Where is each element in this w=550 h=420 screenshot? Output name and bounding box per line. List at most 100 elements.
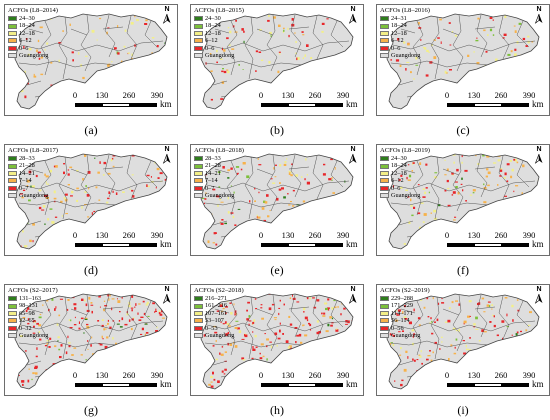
scale-tick-label: 130 xyxy=(467,90,481,100)
legend-item-base: Guangdong xyxy=(194,192,244,199)
legend: ACFOs (L8–2015) 24–30 18–24 12–18 6–12 0–6 Gua… xyxy=(194,7,244,59)
legend-item: 107–161 xyxy=(194,310,244,317)
scale-tick-label: 390 xyxy=(150,370,164,380)
county-boundaries xyxy=(204,154,350,238)
legend-swatch xyxy=(8,45,17,51)
legend-swatch xyxy=(8,170,17,176)
legend-item: 114–171 xyxy=(380,310,430,317)
legend-label: 32–65 xyxy=(19,317,35,325)
legend-label: 0–6 xyxy=(205,44,215,52)
legend-item: 7–14 xyxy=(194,177,244,184)
north-arrow-icon: N xyxy=(347,286,359,304)
guangdong-region xyxy=(201,154,353,249)
legend-label: 56–114 xyxy=(391,317,410,325)
map-panel-i: ACFOs (S2–2019) 229–288 171–229 114–171 56–1… xyxy=(376,284,550,396)
legend-label: 12–18 xyxy=(391,169,407,177)
legend-swatch xyxy=(380,45,389,51)
legend-title: ACFOs (L8–2019) xyxy=(380,147,431,154)
legend-label: 21–28 xyxy=(19,162,35,170)
guangdong-map xyxy=(14,293,168,390)
scale-tick-label: 130 xyxy=(281,230,295,240)
legend-label: 216–271 xyxy=(205,294,228,302)
legend-item: 18–24 xyxy=(380,162,430,169)
legend-label: Guangdong xyxy=(391,331,421,339)
legend-label: Guangdong xyxy=(205,51,235,59)
legend-item: 65–98 xyxy=(8,310,58,317)
legend-item: 14–21 xyxy=(8,170,58,177)
scale-unit: km xyxy=(160,379,172,389)
legend-swatch xyxy=(194,16,203,22)
county-boundaries xyxy=(18,154,164,238)
scale-tick-label: 130 xyxy=(467,230,481,240)
scale-tick-label: 260 xyxy=(122,370,136,380)
legend-item-base: Guangdong xyxy=(8,332,58,339)
guangdong-map xyxy=(14,153,168,250)
legend-swatch xyxy=(8,38,17,44)
legend-label: 6–12 xyxy=(391,37,404,45)
legend-item: 0–6 xyxy=(380,45,430,52)
scale-tick-label: 0 xyxy=(72,90,78,100)
panel-caption: (g) xyxy=(84,403,98,417)
guangdong-region xyxy=(387,154,539,249)
legend-swatch xyxy=(380,178,389,184)
province-outline xyxy=(386,13,540,110)
legend-item: 14–21 xyxy=(194,170,244,177)
panel-caption: (a) xyxy=(84,123,98,137)
panel-caption: (h) xyxy=(270,403,284,417)
legend-item: 0–6 xyxy=(194,45,244,52)
legend-title: ACFOs (S2–2018) xyxy=(194,287,244,294)
scale-unit: km xyxy=(160,239,172,249)
north-arrow-icon: N xyxy=(161,6,173,24)
scale-tick-label: 260 xyxy=(308,230,322,240)
legend-label: Guangdong xyxy=(205,191,235,199)
county-boundaries xyxy=(390,14,536,98)
scale-tick-label: 260 xyxy=(494,90,508,100)
legend-label: 114–171 xyxy=(391,309,413,317)
scale-unit: km xyxy=(532,99,544,109)
legend-item-base: Guangdong xyxy=(8,192,58,199)
county-boundaries xyxy=(18,14,164,98)
legend-item-base: Guangdong xyxy=(380,332,430,339)
north-label: N xyxy=(350,6,356,13)
legend-item: 56–114 xyxy=(380,317,430,324)
legend-item: 6–12 xyxy=(380,177,430,184)
county-boundaries xyxy=(204,14,350,98)
legend-swatch xyxy=(8,53,17,59)
legend-swatch xyxy=(380,193,389,199)
legend-swatch xyxy=(380,30,389,36)
north-arrow-icon: N xyxy=(161,286,173,304)
guangdong-region xyxy=(201,294,353,389)
legend: ACFOs (S2–2017) 131–163 98–131 65–98 32–65 0–… xyxy=(8,287,58,339)
panel-caption: (f) xyxy=(457,263,469,277)
scale-unit: km xyxy=(346,99,358,109)
county-boundaries xyxy=(390,294,536,378)
legend-item: 24–30 xyxy=(194,15,244,22)
legend-title: ACFOs (L8–2014) xyxy=(8,7,59,14)
legend-swatch xyxy=(380,310,389,316)
legend-item: 6–12 xyxy=(380,37,430,44)
legend-item: 0–53 xyxy=(194,325,244,332)
guangdong-map xyxy=(386,13,540,110)
legend-label: 12–18 xyxy=(19,29,35,37)
scale-unit: km xyxy=(532,239,544,249)
legend-swatch xyxy=(194,333,203,339)
scale-tick-label: 390 xyxy=(150,90,164,100)
legend-label: 6–12 xyxy=(19,37,32,45)
scale-tick-label: 130 xyxy=(95,230,109,240)
province-outline xyxy=(200,153,354,250)
scale-tick-label: 130 xyxy=(467,370,481,380)
map-panel-h: ACFOs (S2–2018) 216–271 161–216 107–161 53–1… xyxy=(190,284,364,396)
legend: ACFOs (S2–2018) 216–271 161–216 107–161 53–1… xyxy=(194,287,244,339)
guangdong-map xyxy=(200,13,354,110)
legend-label: 0–53 xyxy=(205,324,218,332)
north-label: N xyxy=(350,286,356,293)
scale-tick-label: 130 xyxy=(281,370,295,380)
legend-swatch xyxy=(8,23,17,29)
legend-swatch xyxy=(8,163,17,169)
legend-item: 24–31 xyxy=(380,15,430,22)
legend-swatch xyxy=(194,23,203,29)
legend-swatch xyxy=(380,53,389,59)
legend-label: 53–107 xyxy=(205,317,224,325)
legend-item-base: Guangdong xyxy=(380,52,430,59)
legend-swatch xyxy=(194,53,203,59)
